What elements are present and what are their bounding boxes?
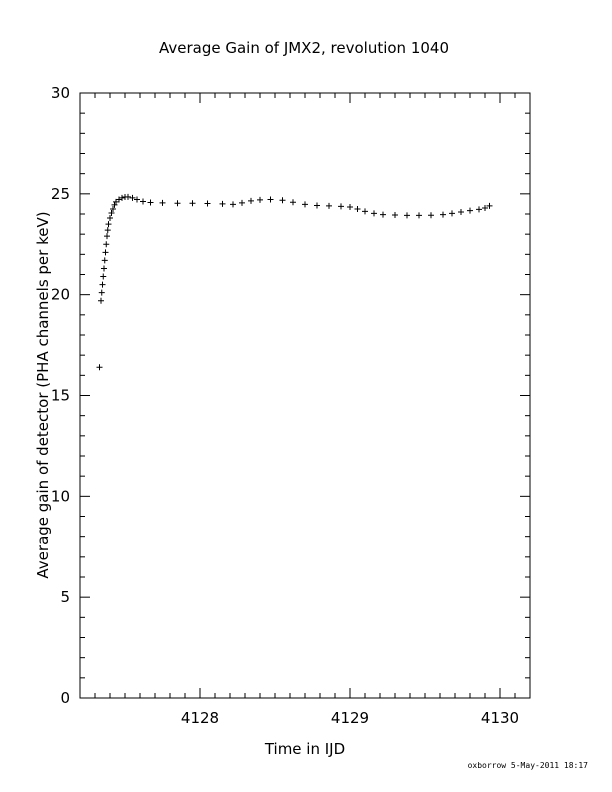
data-point xyxy=(248,197,254,204)
y-tick-label: 5 xyxy=(60,588,70,606)
data-point xyxy=(98,289,105,296)
data-point xyxy=(230,201,236,208)
data-point xyxy=(129,194,136,201)
data-point xyxy=(119,194,125,201)
data-point xyxy=(290,199,296,206)
y-tick-label: 10 xyxy=(51,487,70,505)
data-point xyxy=(239,199,245,206)
data-point xyxy=(105,221,112,228)
data-point xyxy=(147,199,154,206)
data-point xyxy=(219,200,226,207)
data-point xyxy=(371,210,377,217)
data-point xyxy=(440,211,446,218)
data-point xyxy=(110,205,116,212)
y-axis-label: Average gain of detector (PHA channels p… xyxy=(34,211,52,578)
chart-title: Average Gain of JMX2, revolution 1040 xyxy=(159,39,449,57)
data-point xyxy=(267,196,274,203)
data-point xyxy=(347,203,353,210)
data-point xyxy=(98,297,104,304)
x-tick-label: 4128 xyxy=(181,709,219,727)
y-tick-label: 30 xyxy=(51,84,70,102)
y-tick-label: 25 xyxy=(51,185,70,203)
data-point xyxy=(107,215,113,222)
x-tick-label: 4129 xyxy=(331,709,369,727)
data-point xyxy=(326,202,332,209)
data-point xyxy=(104,233,110,240)
data-point xyxy=(482,204,488,211)
data-point xyxy=(279,197,286,204)
plot-frame xyxy=(79,92,531,699)
data-point xyxy=(100,273,107,280)
data-point xyxy=(362,208,368,215)
data-point xyxy=(101,265,107,272)
data-point xyxy=(189,200,196,207)
data-point xyxy=(257,196,263,203)
data-point xyxy=(99,281,106,288)
data-point xyxy=(302,201,308,208)
y-tick-label: 15 xyxy=(51,387,70,405)
data-point xyxy=(404,212,410,219)
data-point xyxy=(102,249,109,256)
data-point xyxy=(204,200,211,207)
data-point xyxy=(428,212,434,219)
y-tick-label: 20 xyxy=(51,286,70,304)
data-point xyxy=(111,201,118,208)
data-point xyxy=(338,203,344,210)
data-point xyxy=(354,205,361,212)
data-point xyxy=(103,241,110,248)
data-point xyxy=(416,212,422,219)
data-point xyxy=(380,211,386,218)
axis-ticks xyxy=(79,92,531,699)
data-point xyxy=(476,206,482,213)
data-points xyxy=(96,193,493,371)
y-tick-label: 0 xyxy=(60,689,70,707)
data-point xyxy=(125,193,131,200)
data-point xyxy=(96,364,103,371)
footer-stamp: oxborrow 5-May-2011 18:17 xyxy=(468,761,589,770)
data-point xyxy=(486,202,493,209)
data-point xyxy=(140,198,146,205)
x-tick-label: 4130 xyxy=(481,709,519,727)
data-point xyxy=(458,208,464,215)
x-axis-label: Time in IJD xyxy=(264,740,345,758)
data-point xyxy=(134,196,140,203)
data-point xyxy=(174,200,181,207)
tick-labels: 0 5 10 15 20 25 30 4128 4129 4130 xyxy=(51,84,519,727)
data-point xyxy=(449,210,455,217)
data-point xyxy=(159,199,166,206)
data-point xyxy=(314,202,320,209)
data-point xyxy=(392,212,398,219)
data-point xyxy=(104,227,111,234)
data-point xyxy=(467,207,473,214)
data-point xyxy=(108,209,115,216)
data-point xyxy=(101,257,108,264)
